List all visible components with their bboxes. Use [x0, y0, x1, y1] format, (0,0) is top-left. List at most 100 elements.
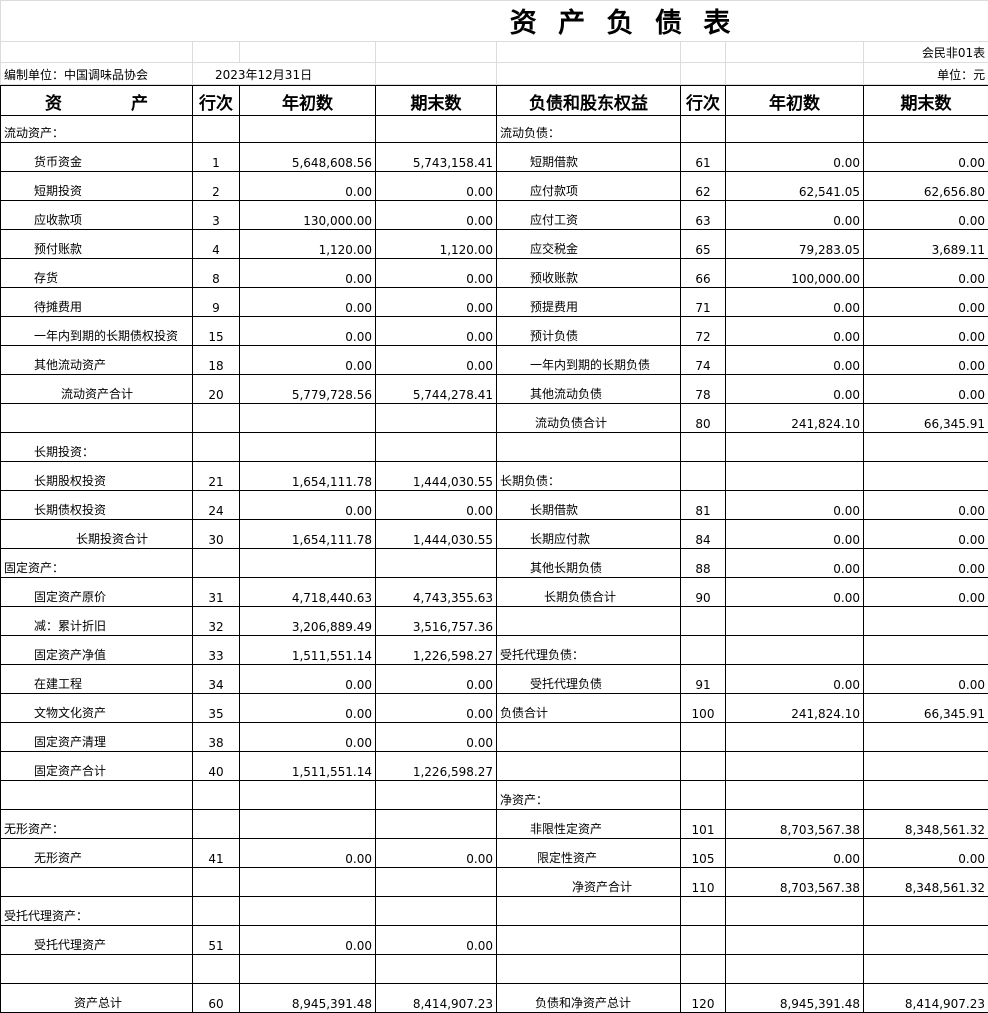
amount: 1,226,598.27 — [376, 636, 497, 665]
item-label: 固定资产净值 — [1, 636, 193, 665]
empty-cell — [726, 955, 864, 984]
empty-cell — [240, 897, 376, 926]
unit: 单位：元 — [864, 63, 988, 85]
item-label: 在建工程 — [1, 665, 193, 694]
cell — [497, 63, 681, 85]
empty-cell — [193, 955, 240, 984]
amount: 0.00 — [726, 665, 864, 694]
amount: 0.00 — [726, 491, 864, 520]
item-label: 长期应付款 — [497, 520, 681, 549]
cell — [681, 63, 726, 85]
line-number: 90 — [681, 578, 726, 607]
item-label: 流动资产： — [1, 116, 193, 143]
amount: 79,283.05 — [726, 230, 864, 259]
item-label: 短期借款 — [497, 143, 681, 172]
amount: 1,654,111.78 — [240, 462, 376, 491]
item-label: 应交税金 — [497, 230, 681, 259]
empty-cell — [497, 955, 681, 984]
amount: 4,718,440.63 — [240, 578, 376, 607]
amount: 0.00 — [240, 491, 376, 520]
line-number: 63 — [681, 201, 726, 230]
line-number: 20 — [193, 375, 240, 404]
form-code: 会民非01表 — [864, 42, 988, 63]
line-number: 72 — [681, 317, 726, 346]
line-number: 32 — [193, 607, 240, 636]
item-label: 货币资金 — [1, 143, 193, 172]
empty-cell — [681, 926, 726, 955]
column-header: 期末数 — [376, 86, 497, 116]
empty-cell — [376, 433, 497, 462]
amount: 0.00 — [726, 317, 864, 346]
empty-cell — [376, 955, 497, 984]
table-row: 受托代理资产： — [1, 897, 988, 926]
amount: 3,516,757.36 — [376, 607, 497, 636]
empty-cell — [864, 433, 988, 462]
item-label: 待摊费用 — [1, 288, 193, 317]
empty-cell — [193, 868, 240, 897]
empty-cell — [864, 607, 988, 636]
item-label: 受托代理资产： — [1, 897, 193, 926]
amount: 8,945,391.48 — [240, 984, 376, 1013]
amount: 0.00 — [376, 723, 497, 752]
amount: 1,654,111.78 — [240, 520, 376, 549]
amount: 130,000.00 — [240, 201, 376, 230]
amount: 0.00 — [240, 346, 376, 375]
empty-cell — [726, 636, 864, 665]
line-number: 74 — [681, 346, 726, 375]
amount: 0.00 — [864, 839, 988, 868]
line-number: 4 — [193, 230, 240, 259]
amount: 1,226,598.27 — [376, 752, 497, 781]
empty-cell — [681, 955, 726, 984]
table-row — [1, 955, 988, 984]
cell — [376, 42, 497, 63]
line-number: 51 — [193, 926, 240, 955]
cell — [1, 42, 193, 63]
empty-cell — [497, 433, 681, 462]
amount: 1,120.00 — [376, 230, 497, 259]
amount: 3,689.11 — [864, 230, 988, 259]
amount: 5,779,728.56 — [240, 375, 376, 404]
amount: 0.00 — [376, 491, 497, 520]
empty-cell — [497, 926, 681, 955]
item-label: 受托代理负债 — [497, 665, 681, 694]
table-row: 流动资产：流动负债： — [1, 116, 988, 143]
line-number: 41 — [193, 839, 240, 868]
empty-cell — [726, 433, 864, 462]
line-number: 34 — [193, 665, 240, 694]
amount: 0.00 — [240, 665, 376, 694]
item-label: 其他流动负债 — [497, 375, 681, 404]
cell — [240, 42, 376, 63]
amount: 8,703,567.38 — [726, 868, 864, 897]
organization: 编制单位：中国调味品协会 — [1, 63, 193, 85]
amount: 0.00 — [376, 172, 497, 201]
amount: 0.00 — [376, 346, 497, 375]
item-label: 资产总计 — [1, 984, 193, 1013]
empty-cell — [376, 549, 497, 578]
amount: 4,743,355.63 — [376, 578, 497, 607]
amount: 241,824.10 — [726, 404, 864, 433]
amount: 0.00 — [864, 288, 988, 317]
line-number: 24 — [193, 491, 240, 520]
empty-cell — [864, 462, 988, 491]
item-label: 预付账款 — [1, 230, 193, 259]
empty-cell — [681, 752, 726, 781]
line-number: 2 — [193, 172, 240, 201]
amount: 0.00 — [376, 259, 497, 288]
amount: 5,648,608.56 — [240, 143, 376, 172]
line-number: 120 — [681, 984, 726, 1013]
item-label: 流动资产合计 — [1, 375, 193, 404]
empty-cell — [1, 868, 193, 897]
empty-cell — [1, 781, 193, 810]
line-number: 100 — [681, 694, 726, 723]
empty-cell — [864, 116, 988, 143]
empty-cell — [681, 723, 726, 752]
empty-cell — [681, 607, 726, 636]
